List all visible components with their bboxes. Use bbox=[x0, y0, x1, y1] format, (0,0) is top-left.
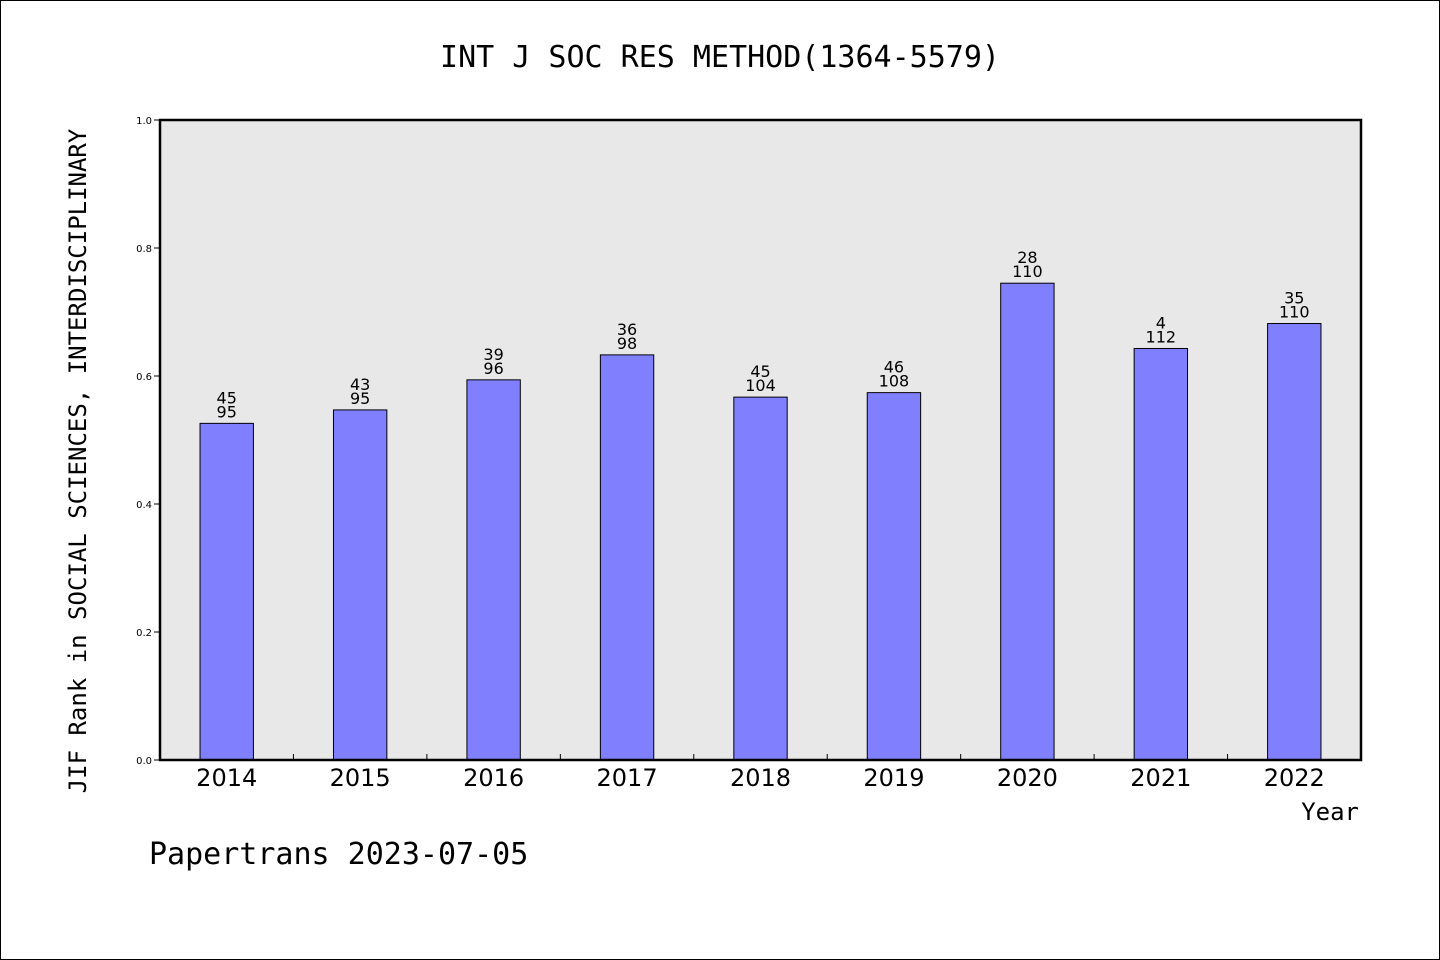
bar-2021 bbox=[1133, 347, 1189, 761]
bar-2018 bbox=[733, 396, 788, 761]
bar-label-total: 112 bbox=[1146, 327, 1177, 346]
x-axis-label: Year bbox=[1301, 798, 1359, 826]
footer-credit: Papertrans 2023-07-05 bbox=[149, 837, 528, 872]
bar-label-total: 104 bbox=[745, 376, 776, 395]
y-tick-label: 1.0 bbox=[136, 116, 152, 127]
bar-label-rank: 46 bbox=[884, 358, 904, 377]
x-tick-label: 2020 bbox=[997, 764, 1058, 792]
y-tick-label: 0.8 bbox=[136, 244, 152, 255]
bar-2022 bbox=[1267, 323, 1322, 761]
bar-2015 bbox=[332, 409, 388, 761]
y-tick-label: 0.0 bbox=[136, 756, 152, 767]
bar-label-rank: 4 bbox=[1156, 313, 1166, 332]
x-tick-label: 2017 bbox=[597, 764, 658, 792]
bar-label-total: 96 bbox=[483, 359, 503, 378]
y-tick-label: 0.6 bbox=[136, 372, 152, 383]
bar-label-total: 108 bbox=[879, 372, 910, 391]
x-tick-label: 2015 bbox=[330, 764, 391, 792]
bar-label-rank: 35 bbox=[1284, 289, 1304, 308]
bar-label-rank: 45 bbox=[750, 362, 770, 381]
bar-label-total: 95 bbox=[350, 389, 370, 408]
x-tick-label: 2018 bbox=[730, 764, 791, 792]
y-tick-label: 0.4 bbox=[136, 500, 152, 511]
x-tick-label: 2019 bbox=[863, 764, 924, 792]
bar-2020 bbox=[1000, 282, 1055, 761]
bar-label-total: 110 bbox=[1012, 262, 1043, 281]
axes-layer: 0.0 0.2 0.4 0.6 0.8 1.0 2014 2015 2016 2017 2018 20… bbox=[136, 116, 1325, 792]
bar-2016 bbox=[466, 379, 521, 761]
bar-label-rank: 28 bbox=[1017, 248, 1037, 267]
x-tick-label: 2021 bbox=[1130, 764, 1191, 792]
x-tick-label: 2016 bbox=[463, 764, 524, 792]
bar-label-total: 98 bbox=[617, 334, 637, 353]
x-tick-label: 2014 bbox=[196, 764, 257, 792]
bar-label-rank: 36 bbox=[617, 320, 637, 339]
chart-title: INT J SOC RES METHOD(1364-5579) bbox=[440, 40, 1000, 75]
bar-label-total: 95 bbox=[217, 402, 237, 421]
bar-2014 bbox=[199, 422, 254, 761]
bar-label-total: 110 bbox=[1279, 303, 1310, 322]
bar-2017 bbox=[599, 354, 655, 761]
bar-label-rank: 39 bbox=[483, 345, 503, 364]
bar-label-rank: 43 bbox=[350, 375, 370, 394]
y-axis-label: JIF Rank in SOCIAL SCIENCES, INTERDISCIP… bbox=[64, 128, 92, 793]
y-tick-label: 0.2 bbox=[136, 628, 152, 639]
bar-2019 bbox=[866, 392, 922, 761]
x-tick-label: 2022 bbox=[1264, 764, 1325, 792]
plot-border bbox=[158, 118, 1363, 762]
bar-label-rank: 45 bbox=[217, 388, 237, 407]
